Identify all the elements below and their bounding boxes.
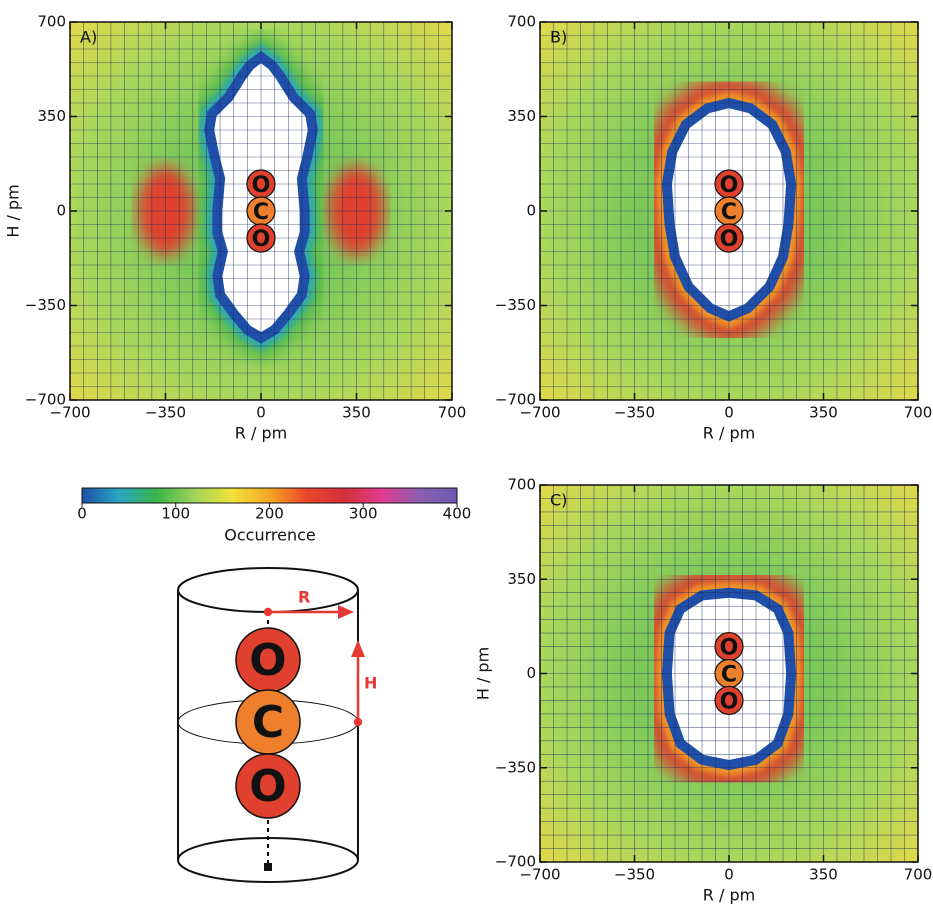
colorbar [81, 487, 458, 504]
x-axis-label: R / pm [703, 886, 755, 905]
x-tick-label: −700 [49, 404, 90, 422]
x-axis-label: R / pm [703, 424, 755, 443]
x-tick-label: −350 [145, 404, 186, 422]
atom [714, 223, 744, 253]
diagram-arrows [263, 605, 365, 727]
colorbar-label: Occurrence [224, 526, 315, 545]
panel-label: C) [550, 491, 567, 510]
colorbar-tick-label: 400 [443, 505, 472, 523]
r-label: R [298, 588, 310, 607]
atom-label: C [721, 663, 737, 688]
y-tick-label: 350 [507, 570, 536, 588]
x-tick-label: 0 [724, 404, 734, 422]
atom-label: O [249, 635, 286, 686]
y-tick-label: −700 [25, 391, 66, 409]
y-tick-label: 0 [526, 202, 536, 220]
y-tick-label: 700 [507, 13, 536, 31]
panel-label: A) [80, 28, 97, 47]
atom-label: C [721, 200, 737, 225]
x-tick-label: 700 [438, 404, 467, 422]
colorbar-tick-label: 0 [77, 505, 87, 523]
atom [246, 223, 276, 253]
x-tick-label: 700 [904, 866, 933, 884]
x-tick-label: 0 [724, 866, 734, 884]
atom-label: O [249, 761, 286, 812]
y-tick-label: −700 [495, 391, 536, 409]
y-tick-label: −350 [495, 758, 536, 776]
panel-label: B) [550, 28, 567, 47]
y-tick-label: 700 [507, 476, 536, 494]
x-axis-label: R / pm [235, 424, 287, 443]
atom-label: C [253, 200, 269, 225]
colorbar-tick-label: 300 [349, 505, 378, 523]
atom [235, 753, 301, 819]
atom-label: O [252, 227, 271, 252]
colorbar-tick-label: 200 [255, 505, 284, 523]
atom-label: O [720, 689, 739, 714]
y-tick-label: −350 [495, 296, 536, 314]
x-tick-label: −350 [614, 404, 655, 422]
x-tick-label: 350 [809, 866, 838, 884]
heatmap [540, 485, 918, 862]
y-tick-label: 350 [37, 107, 66, 125]
x-tick-label: 350 [342, 404, 371, 422]
x-tick-label: −700 [519, 404, 560, 422]
x-tick-label: −700 [519, 866, 560, 884]
heatmap [540, 22, 918, 400]
atom-label: O [252, 173, 271, 198]
atom-label: O [720, 173, 739, 198]
x-tick-label: −350 [614, 866, 655, 884]
y-tick-label: 350 [507, 107, 536, 125]
atom-label: C [252, 697, 284, 748]
y-tick-label: 0 [526, 664, 536, 682]
atom [714, 685, 744, 716]
x-tick-label: 0 [256, 404, 266, 422]
colorbar-tick-label: 100 [161, 505, 190, 523]
y-tick-label: −350 [25, 296, 66, 314]
x-tick-label: 350 [809, 404, 838, 422]
y-axis-label: H / pm [4, 184, 23, 237]
atom-label: O [720, 227, 739, 252]
y-tick-label: 700 [37, 13, 66, 31]
atom-label: O [720, 636, 739, 661]
y-tick-label: 0 [56, 202, 66, 220]
y-axis-label: H / pm [474, 647, 493, 700]
h-label: H [364, 674, 377, 693]
y-tick-label: −700 [495, 853, 536, 871]
x-tick-label: 700 [904, 404, 933, 422]
